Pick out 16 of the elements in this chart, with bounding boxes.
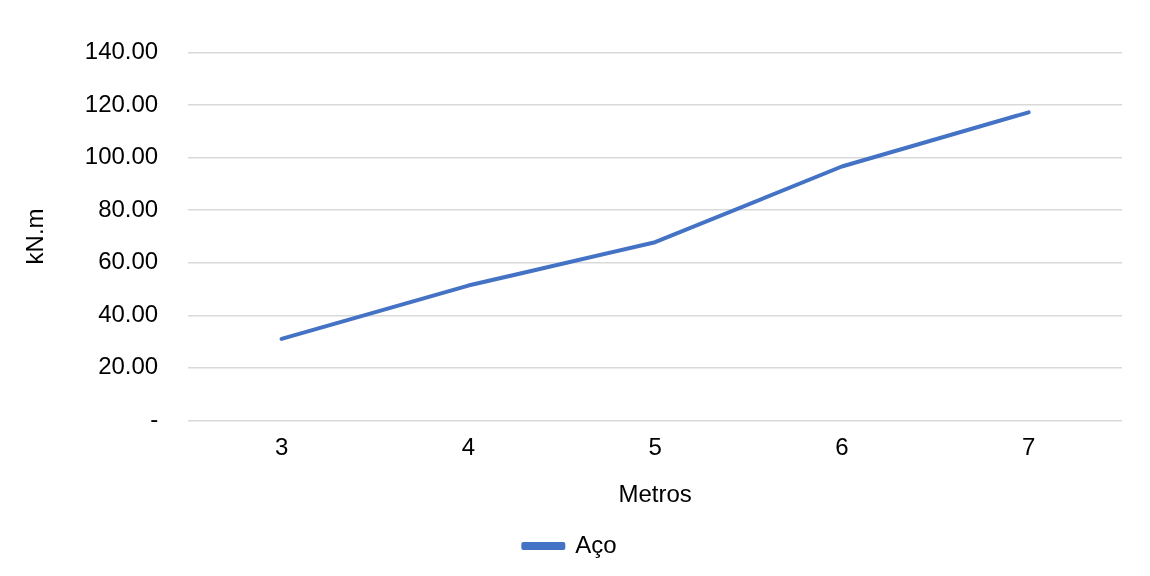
- x-tick-label: 5: [648, 433, 662, 461]
- x-tick-label: 6: [835, 433, 849, 461]
- y-tick-label: 140.00: [84, 37, 159, 65]
- y-axis-title: kN.m: [21, 208, 49, 265]
- x-tick-label: 4: [461, 433, 476, 461]
- y-tick-label: 120.00: [84, 89, 159, 117]
- x-tick-label: 7: [1021, 433, 1036, 461]
- y-tick-label: -: [150, 405, 159, 433]
- y-tick-label: 40.00: [98, 299, 159, 327]
- y-tick-label: 60.00: [98, 247, 159, 275]
- y-tick-label: 100.00: [84, 142, 159, 170]
- y-tick-label: 80.00: [98, 194, 159, 222]
- x-tick-label: 3: [274, 433, 289, 461]
- y-tick-label: 20.00: [98, 352, 159, 380]
- x-axis-title: Metros: [618, 480, 692, 508]
- legend-label: Aço: [575, 530, 617, 558]
